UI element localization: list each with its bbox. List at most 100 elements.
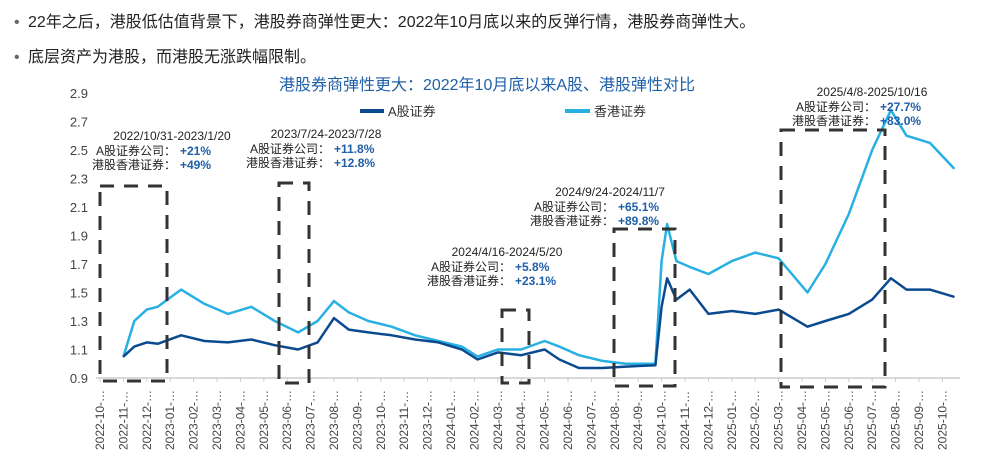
x-tick-label: 2023-09-… bbox=[350, 390, 364, 450]
x-tick-label: 2024-07-… bbox=[584, 390, 598, 450]
data-point bbox=[203, 340, 206, 342]
bullet-text: 底层资产为港股，而港股无涨跌幅限制。 bbox=[28, 49, 317, 66]
data-point bbox=[497, 351, 499, 354]
bullet-2: • 底层资产为港股，而港股无涨跌幅限制。 bbox=[14, 49, 317, 66]
annotation-value: +89.8% bbox=[618, 214, 659, 228]
data-point bbox=[777, 257, 780, 260]
y-tick-label: 2.9 bbox=[70, 86, 88, 101]
data-point bbox=[688, 288, 691, 291]
data-point bbox=[848, 313, 850, 315]
x-tick-label: 2025-04-… bbox=[795, 390, 809, 450]
x-tick-label: 2024-12-… bbox=[701, 390, 715, 450]
data-point bbox=[624, 362, 627, 365]
data-point bbox=[666, 223, 668, 225]
data-point bbox=[203, 303, 206, 305]
y-tick-label: 2.7 bbox=[70, 115, 88, 130]
x-tick-label: 2022-11-… bbox=[116, 391, 130, 450]
data-point bbox=[273, 344, 276, 347]
x-tick-label: 2024-11-… bbox=[678, 391, 692, 450]
x-tick-label: 2024-02-… bbox=[467, 390, 481, 450]
x-tick-label: 2023-11-… bbox=[397, 391, 411, 450]
data-point bbox=[660, 260, 663, 262]
data-point bbox=[316, 320, 319, 322]
data-point bbox=[227, 341, 229, 344]
y-tick-label: 1.5 bbox=[70, 286, 88, 301]
y-tick-label: 1.9 bbox=[70, 229, 88, 244]
x-tick-label: 2024-03-… bbox=[491, 390, 505, 450]
annotation-label: 港股香港证券： bbox=[92, 157, 176, 172]
data-point bbox=[497, 348, 499, 351]
data-point bbox=[316, 341, 319, 344]
data-point bbox=[707, 273, 710, 275]
highlight-box bbox=[98, 184, 169, 383]
data-point bbox=[558, 358, 561, 361]
x-tick-label: 2022-10-… bbox=[93, 390, 107, 450]
data-point bbox=[601, 360, 604, 362]
data-point bbox=[146, 308, 148, 311]
x-tick-label: 2025-09-… bbox=[912, 390, 926, 450]
data-point bbox=[461, 348, 463, 351]
data-point bbox=[871, 298, 873, 301]
data-point bbox=[520, 354, 522, 357]
data-point bbox=[929, 288, 931, 291]
x-tick-label: 2023-06-… bbox=[280, 390, 294, 450]
data-point bbox=[754, 313, 756, 315]
data-point bbox=[390, 325, 393, 328]
y-tick-label: 2.5 bbox=[70, 143, 88, 158]
data-point bbox=[777, 308, 780, 311]
annotation-period: 2025/4/8-2025/10/16 bbox=[817, 85, 928, 99]
annotation-value: +23.1% bbox=[515, 274, 556, 288]
data-point bbox=[333, 317, 335, 319]
x-tick-label: 2023-04-… bbox=[233, 390, 247, 450]
data-point bbox=[707, 313, 710, 315]
data-point bbox=[180, 334, 182, 337]
x-tick-label: 2024-05-… bbox=[538, 390, 552, 450]
data-point bbox=[367, 331, 370, 334]
data-point bbox=[929, 142, 931, 144]
data-point bbox=[890, 277, 892, 280]
data-point bbox=[905, 134, 908, 137]
data-point bbox=[675, 260, 678, 262]
annotation-value: +49% bbox=[180, 158, 211, 172]
annotation-label: A股证券公司： bbox=[796, 99, 876, 114]
x-tick-label: 2025-06-… bbox=[842, 390, 856, 450]
x-tick-label: 2023-03-… bbox=[210, 390, 224, 450]
data-point bbox=[688, 266, 691, 268]
series-line-hk bbox=[122, 108, 956, 366]
highlight-box bbox=[500, 308, 531, 385]
y-tick-label: 0.9 bbox=[70, 371, 88, 386]
data-point bbox=[601, 367, 604, 369]
y-tick-label: 2.1 bbox=[70, 200, 88, 215]
data-point bbox=[273, 320, 276, 322]
bullet-1: • 22年之后，港股低估值背景下，港股券商弹性更大：2022年10月底以来的反弹行… bbox=[14, 14, 756, 31]
data-point bbox=[578, 367, 580, 369]
data-point bbox=[250, 338, 253, 341]
x-tick-label: 2025-08-… bbox=[889, 390, 903, 450]
annotation-label: 港股香港证券： bbox=[246, 155, 330, 170]
annotation-period: 2024/4/16-2024/5/20 bbox=[452, 245, 563, 259]
data-point bbox=[156, 305, 159, 308]
data-point bbox=[754, 251, 756, 254]
x-tick-label: 2023-10-… bbox=[374, 390, 388, 450]
data-point bbox=[953, 167, 955, 170]
data-point bbox=[848, 213, 850, 215]
x-tick-label: 2023-01-… bbox=[163, 390, 177, 450]
data-point bbox=[367, 320, 370, 322]
data-point bbox=[666, 277, 668, 280]
highlight-box bbox=[779, 128, 887, 389]
annotation-label: A股证券公司： bbox=[431, 259, 511, 274]
annotation-period: 2022/10/31-2023/1/20 bbox=[113, 129, 231, 143]
x-tick-label: 2024-04-… bbox=[514, 390, 528, 450]
y-tick-label: 1.1 bbox=[70, 343, 88, 358]
legend-label-h: 香港证券 bbox=[594, 104, 646, 119]
data-point bbox=[122, 355, 125, 358]
data-point bbox=[660, 305, 663, 308]
x-tick-label: 2024-10-… bbox=[655, 390, 669, 450]
data-point bbox=[543, 340, 546, 342]
x-tick-label: 2022-12-… bbox=[140, 390, 154, 450]
